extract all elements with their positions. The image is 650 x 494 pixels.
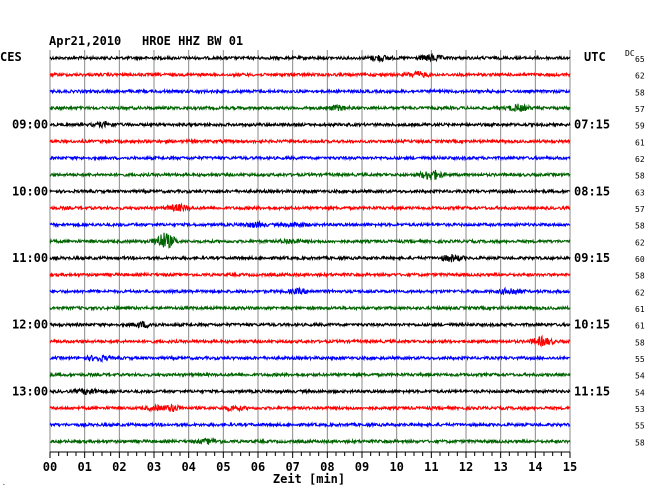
right-time-label: 10:15 <box>574 318 610 332</box>
x-tick-label: 08 <box>320 460 334 474</box>
x-tick-label: 04 <box>181 460 195 474</box>
trace-8 <box>49 187 571 195</box>
trace-10 <box>49 219 571 229</box>
trace-14 <box>49 286 571 296</box>
dc-value: 62 <box>635 238 645 247</box>
trace-23 <box>49 436 571 446</box>
trace-22 <box>49 421 571 429</box>
dc-value: 61 <box>635 305 645 314</box>
dc-value: 62 <box>635 72 645 81</box>
trace-11 <box>49 232 571 249</box>
trace-0 <box>49 52 571 64</box>
chart-station: HROE HHZ BW 01 <box>142 34 243 48</box>
dc-value: 57 <box>635 205 645 214</box>
x-tick-label: 12 <box>459 460 473 474</box>
trace-6 <box>49 154 571 162</box>
corner-mark: - <box>2 481 6 488</box>
dc-value: 62 <box>635 288 645 297</box>
trace-15 <box>49 304 571 312</box>
dc-value: 65 <box>635 55 645 64</box>
x-tick-label: 05 <box>216 460 230 474</box>
x-tick-label: 06 <box>251 460 265 474</box>
x-axis: 00 01 02 03 04 05 06 07 08 09 10 11 12 13 14 15 <box>43 451 577 474</box>
trace-12 <box>49 253 571 263</box>
left-time-label: 09:00 <box>12 118 48 132</box>
x-tick-label: 15 <box>563 460 577 474</box>
trace-19 <box>49 371 571 379</box>
trace-9 <box>49 202 571 213</box>
dc-value: 59 <box>635 122 645 131</box>
dc-value: 61 <box>635 138 645 147</box>
trace-20 <box>49 387 571 396</box>
trace-18 <box>49 354 571 364</box>
minute-gridlines <box>49 50 571 452</box>
trace-1 <box>49 70 571 79</box>
right-time-label: 07:15 <box>574 118 610 132</box>
dc-value: 57 <box>635 105 645 114</box>
right-time-label: 09:15 <box>574 251 610 265</box>
dc-value: 55 <box>635 422 645 431</box>
x-tick-label: 11 <box>424 460 438 474</box>
dc-value: 63 <box>635 188 645 197</box>
dc-values: 65 62 58 57 59 61 62 58 63 57 58 62 60 58 62 61 61 58 55 54… <box>635 55 645 447</box>
left-time-labels: 09:00 10:00 11:00 12:00 13:00 <box>12 118 48 399</box>
dc-value: 62 <box>635 155 645 164</box>
right-time-label: 08:15 <box>574 184 610 198</box>
dc-value: 58 <box>635 172 645 181</box>
trace-4 <box>49 120 571 130</box>
dc-value: 58 <box>635 338 645 347</box>
chart-date: Apr21,2010 <box>49 34 121 48</box>
dc-column-label: DC <box>625 49 635 58</box>
x-tick-label: 03 <box>147 460 161 474</box>
x-tick-label: 02 <box>112 460 126 474</box>
right-time-label: 11:15 <box>574 384 610 398</box>
trace-21 <box>49 403 571 413</box>
left-time-label: 12:00 <box>12 318 48 332</box>
left-time-label: 10:00 <box>12 184 48 198</box>
x-tick-label: 10 <box>389 460 403 474</box>
dc-value: 58 <box>635 222 645 231</box>
right-timezone-label: UTC <box>584 50 606 64</box>
left-time-label: 13:00 <box>12 384 48 398</box>
dc-value: 54 <box>635 388 645 397</box>
dc-value: 58 <box>635 88 645 97</box>
dc-value: 61 <box>635 322 645 331</box>
trace-3 <box>49 103 571 113</box>
right-time-labels: 07:15 08:15 09:15 10:15 11:15 <box>574 118 610 399</box>
x-tick-label: 07 <box>285 460 299 474</box>
dc-value: 58 <box>635 272 645 281</box>
dc-value: 58 <box>635 438 645 447</box>
left-timezone-label: CES <box>0 50 22 64</box>
x-tick-label: 13 <box>493 460 507 474</box>
x-tick-label: 01 <box>77 460 91 474</box>
left-time-label: 11:00 <box>12 251 48 265</box>
trace-7 <box>49 169 571 181</box>
dc-value: 55 <box>635 355 645 364</box>
x-tick-label: 00 <box>43 460 57 474</box>
trace-5 <box>49 137 571 145</box>
trace-13 <box>49 271 571 279</box>
dc-value: 60 <box>635 255 645 264</box>
dc-value: 53 <box>635 405 645 414</box>
trace-17 <box>49 334 571 348</box>
trace-2 <box>49 87 571 95</box>
trace-16 <box>49 320 571 329</box>
seismic-traces <box>49 52 571 446</box>
x-axis-title: Zeit [min] <box>273 472 345 486</box>
x-tick-label: 09 <box>355 460 369 474</box>
dc-value: 54 <box>635 372 645 381</box>
x-tick-label: 14 <box>528 460 542 474</box>
